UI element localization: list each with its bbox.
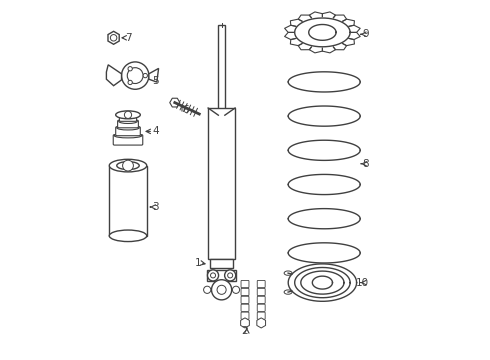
Polygon shape	[106, 65, 122, 86]
FancyBboxPatch shape	[120, 115, 137, 121]
FancyBboxPatch shape	[257, 312, 265, 319]
Text: 4: 4	[152, 126, 159, 136]
FancyBboxPatch shape	[257, 288, 265, 296]
Circle shape	[211, 273, 216, 278]
Ellipse shape	[114, 134, 142, 138]
FancyBboxPatch shape	[208, 108, 235, 259]
Circle shape	[122, 62, 149, 89]
FancyBboxPatch shape	[241, 312, 249, 319]
Ellipse shape	[284, 271, 292, 275]
Text: 5: 5	[152, 76, 159, 86]
Ellipse shape	[117, 162, 139, 170]
Text: 2: 2	[242, 326, 248, 336]
Text: 9: 9	[363, 29, 369, 39]
Ellipse shape	[121, 114, 136, 118]
Ellipse shape	[109, 230, 147, 242]
Text: 8: 8	[363, 159, 369, 169]
FancyBboxPatch shape	[257, 280, 265, 288]
Circle shape	[143, 73, 147, 78]
Text: 3: 3	[152, 202, 159, 212]
FancyBboxPatch shape	[207, 270, 236, 281]
Text: 7: 7	[125, 33, 132, 43]
Circle shape	[127, 68, 143, 84]
Ellipse shape	[116, 111, 140, 119]
Circle shape	[128, 67, 132, 71]
FancyBboxPatch shape	[109, 166, 147, 236]
Circle shape	[128, 80, 132, 85]
FancyBboxPatch shape	[241, 280, 249, 288]
FancyBboxPatch shape	[113, 135, 143, 145]
Circle shape	[110, 35, 117, 41]
FancyBboxPatch shape	[210, 259, 233, 268]
FancyBboxPatch shape	[257, 296, 265, 303]
Circle shape	[212, 280, 232, 300]
FancyBboxPatch shape	[118, 120, 138, 128]
Ellipse shape	[284, 290, 292, 294]
Circle shape	[204, 286, 211, 293]
Circle shape	[232, 286, 240, 293]
FancyBboxPatch shape	[241, 304, 249, 311]
Ellipse shape	[119, 119, 137, 123]
Circle shape	[124, 111, 132, 118]
Circle shape	[228, 273, 233, 278]
Ellipse shape	[117, 126, 139, 130]
Circle shape	[217, 285, 226, 294]
FancyBboxPatch shape	[241, 296, 249, 303]
Text: 10: 10	[356, 278, 369, 288]
FancyBboxPatch shape	[257, 304, 265, 311]
FancyBboxPatch shape	[241, 288, 249, 296]
FancyBboxPatch shape	[116, 127, 140, 136]
Circle shape	[224, 270, 236, 281]
Circle shape	[207, 270, 219, 281]
FancyBboxPatch shape	[219, 25, 225, 115]
Text: 1: 1	[195, 258, 201, 268]
Polygon shape	[149, 68, 159, 82]
Text: 6: 6	[183, 105, 189, 115]
Ellipse shape	[109, 159, 147, 172]
Circle shape	[122, 160, 133, 171]
